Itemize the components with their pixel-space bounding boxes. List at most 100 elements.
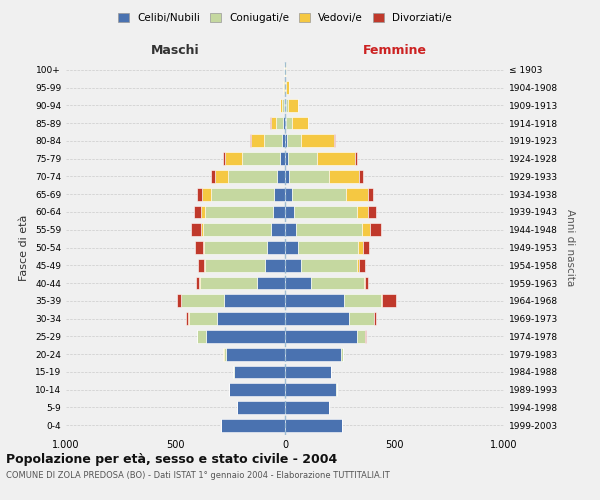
Bar: [194, 206, 200, 218]
Text: Maschi: Maschi: [151, 44, 200, 58]
Bar: [368, 188, 373, 200]
Bar: [294, 206, 357, 218]
Bar: [257, 276, 285, 289]
Bar: [288, 152, 317, 165]
Bar: [202, 188, 211, 200]
Bar: [282, 134, 285, 147]
Bar: [221, 419, 285, 432]
Text: Popolazione per età, sesso e stato civile - 2004: Popolazione per età, sesso e stato civil…: [6, 452, 337, 466]
Bar: [285, 206, 294, 218]
Bar: [285, 330, 357, 343]
Bar: [298, 241, 358, 254]
Bar: [229, 384, 285, 396]
Bar: [225, 152, 242, 165]
Bar: [285, 259, 301, 272]
Bar: [186, 312, 188, 325]
Bar: [283, 116, 285, 130]
Bar: [285, 419, 342, 432]
Bar: [363, 241, 370, 254]
Bar: [334, 134, 335, 147]
Bar: [359, 259, 365, 272]
Bar: [282, 99, 284, 112]
Bar: [285, 401, 329, 414]
Bar: [285, 188, 292, 200]
Bar: [358, 241, 363, 254]
Bar: [200, 276, 257, 289]
Bar: [237, 401, 285, 414]
Legend: Celibi/Nubili, Coniugati/e, Vedovi/e, Divorziati/e: Celibi/Nubili, Coniugati/e, Vedovi/e, Di…: [114, 9, 456, 28]
Bar: [286, 116, 292, 130]
Bar: [288, 99, 298, 112]
Bar: [341, 348, 343, 360]
Bar: [301, 134, 334, 147]
Bar: [224, 348, 226, 360]
Bar: [285, 294, 344, 307]
Bar: [374, 312, 376, 325]
Bar: [181, 294, 224, 307]
Bar: [285, 170, 289, 183]
Bar: [285, 241, 298, 254]
Bar: [224, 294, 285, 307]
Bar: [292, 116, 308, 130]
Bar: [285, 312, 349, 325]
Bar: [200, 206, 205, 218]
Bar: [365, 276, 368, 289]
Bar: [215, 170, 228, 183]
Bar: [285, 99, 286, 112]
Bar: [273, 206, 285, 218]
Bar: [250, 134, 251, 147]
Bar: [329, 170, 359, 183]
Bar: [268, 241, 285, 254]
Bar: [301, 259, 357, 272]
Bar: [285, 276, 311, 289]
Text: Femmine: Femmine: [362, 44, 427, 58]
Bar: [200, 224, 203, 236]
Bar: [242, 152, 280, 165]
Bar: [203, 224, 271, 236]
Bar: [359, 170, 363, 183]
Bar: [203, 241, 204, 254]
Bar: [287, 134, 301, 147]
Bar: [311, 276, 364, 289]
Bar: [357, 330, 365, 343]
Bar: [349, 312, 374, 325]
Bar: [286, 99, 288, 112]
Bar: [233, 366, 285, 378]
Bar: [197, 330, 206, 343]
Bar: [280, 99, 282, 112]
Bar: [264, 134, 282, 147]
Bar: [217, 312, 285, 325]
Bar: [285, 224, 296, 236]
Bar: [292, 188, 346, 200]
Bar: [285, 348, 341, 360]
Bar: [296, 224, 362, 236]
Bar: [188, 312, 217, 325]
Bar: [274, 188, 285, 200]
Bar: [228, 170, 277, 183]
Bar: [285, 384, 337, 396]
Bar: [284, 99, 285, 112]
Bar: [317, 152, 355, 165]
Bar: [206, 330, 285, 343]
Bar: [368, 206, 376, 218]
Bar: [196, 276, 199, 289]
Bar: [276, 116, 283, 130]
Bar: [382, 294, 395, 307]
Y-axis label: Anni di nascita: Anni di nascita: [565, 209, 575, 286]
Bar: [251, 134, 264, 147]
Text: COMUNE DI ZOLA PREDOSA (BO) - Dati ISTAT 1° gennaio 2004 - Elaborazione TUTTITAL: COMUNE DI ZOLA PREDOSA (BO) - Dati ISTAT…: [6, 471, 390, 480]
Bar: [195, 241, 203, 254]
Bar: [191, 224, 200, 236]
Bar: [362, 224, 370, 236]
Y-axis label: Fasce di età: Fasce di età: [19, 214, 29, 280]
Bar: [204, 241, 268, 254]
Bar: [280, 152, 285, 165]
Bar: [355, 152, 357, 165]
Bar: [271, 116, 276, 130]
Bar: [277, 170, 285, 183]
Bar: [370, 224, 382, 236]
Bar: [205, 206, 273, 218]
Bar: [211, 170, 215, 183]
Bar: [197, 188, 202, 200]
Bar: [285, 116, 286, 130]
